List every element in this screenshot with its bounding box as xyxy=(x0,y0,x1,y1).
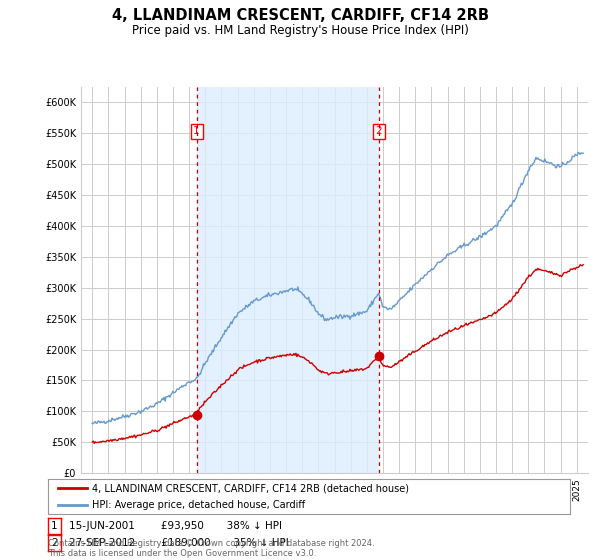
Text: 1: 1 xyxy=(51,521,58,531)
Text: 27-SEP-2012        £189,000       35% ↓ HPI: 27-SEP-2012 £189,000 35% ↓ HPI xyxy=(69,538,289,548)
Text: Price paid vs. HM Land Registry's House Price Index (HPI): Price paid vs. HM Land Registry's House … xyxy=(131,24,469,36)
Bar xyxy=(197,87,379,473)
Text: 2: 2 xyxy=(51,538,58,548)
Text: Contains HM Land Registry data © Crown copyright and database right 2024.
This d: Contains HM Land Registry data © Crown c… xyxy=(48,539,374,558)
Text: 4, LLANDINAM CRESCENT, CARDIFF, CF14 2RB: 4, LLANDINAM CRESCENT, CARDIFF, CF14 2RB xyxy=(112,8,488,24)
Text: 4, LLANDINAM CRESCENT, CARDIFF, CF14 2RB (detached house): 4, LLANDINAM CRESCENT, CARDIFF, CF14 2RB… xyxy=(92,483,409,493)
Text: 15-JUN-2001        £93,950       38% ↓ HPI: 15-JUN-2001 £93,950 38% ↓ HPI xyxy=(69,521,282,531)
Text: HPI: Average price, detached house, Cardiff: HPI: Average price, detached house, Card… xyxy=(92,501,305,510)
Text: 2: 2 xyxy=(376,126,382,136)
Text: 1: 1 xyxy=(193,126,200,136)
